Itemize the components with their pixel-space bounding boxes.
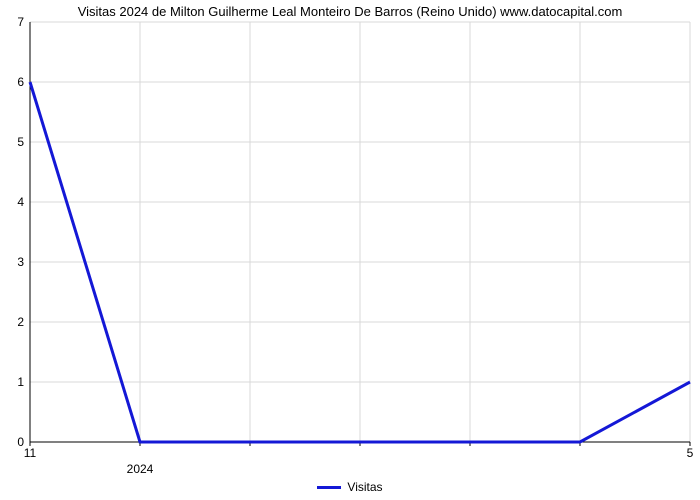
x-tick-label-secondary: 2024 [127, 442, 154, 476]
y-tick-label: 4 [17, 195, 30, 209]
y-tick-label: 1 [17, 375, 30, 389]
y-tick-label: 5 [17, 135, 30, 149]
legend: Visitas [0, 480, 700, 494]
y-tick-label: 7 [17, 15, 30, 29]
y-tick-label: 3 [17, 255, 30, 269]
x-tick-label: 11 [24, 442, 36, 460]
chart-title: Visitas 2024 de Milton Guilherme Leal Mo… [0, 4, 700, 19]
chart-container: Visitas 2024 de Milton Guilherme Leal Mo… [0, 0, 700, 500]
y-tick-label: 6 [17, 75, 30, 89]
y-tick-label: 2 [17, 315, 30, 329]
legend-swatch [317, 486, 341, 489]
chart-svg [30, 22, 690, 448]
x-tick-label: 5 [687, 442, 694, 460]
legend-label: Visitas [347, 480, 382, 494]
plot-area: 012345671152024 [30, 22, 690, 442]
